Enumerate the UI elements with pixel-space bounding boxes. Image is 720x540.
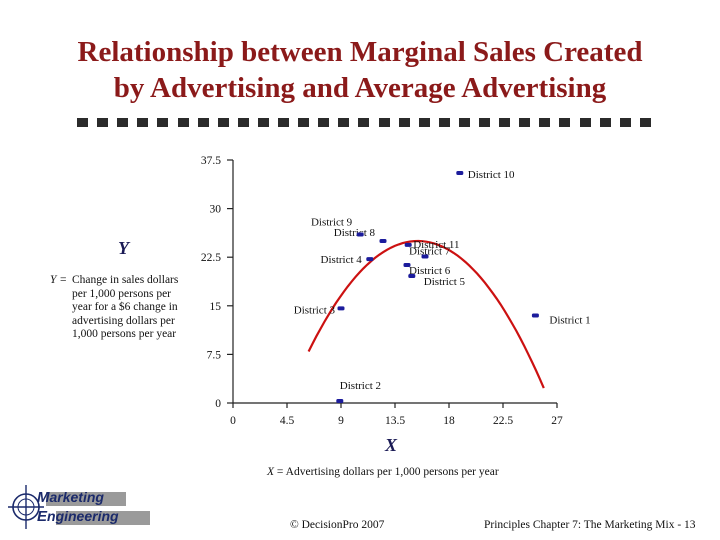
logo-word-marketing: Marketing — [37, 489, 104, 506]
data-point — [356, 232, 364, 237]
x-tick-label: 22.5 — [493, 415, 513, 427]
point-label: District 9 — [311, 217, 353, 229]
title-dash-divider — [77, 118, 652, 128]
data-point — [404, 242, 412, 247]
divider-dash — [519, 118, 531, 127]
divider-dash — [77, 118, 88, 127]
point-label: District 3 — [294, 304, 336, 316]
point-label: District 5 — [424, 276, 466, 288]
footer-text: Principles Chapter 7: The Marketing Mix … — [484, 519, 696, 531]
divider-dash — [298, 118, 310, 127]
y-tick-label: 0 — [215, 398, 221, 410]
divider-dash — [157, 118, 169, 127]
copyright-text: © DecisionPro 2007 — [290, 519, 385, 531]
divider-dash — [197, 118, 209, 127]
slide-title-line1: Relationship between Marginal Sales Crea… — [77, 36, 643, 68]
x-tick-label: 9 — [338, 415, 344, 427]
x-tick-label: 13.5 — [385, 415, 405, 427]
divider-dash — [237, 118, 249, 127]
divider-dash — [378, 118, 390, 127]
fit-curve — [307, 239, 545, 389]
x-equals: = — [276, 466, 284, 478]
x-tick-label: 0 — [230, 415, 236, 427]
y-tick-label: 7.5 — [207, 349, 222, 361]
divider-dash — [479, 118, 490, 127]
marketing-engineering-logo: Marketing Engineering — [6, 483, 156, 533]
divider-dash — [619, 118, 631, 127]
divider-dash — [599, 118, 611, 127]
data-point — [408, 273, 416, 278]
y-axis-letter: Y — [118, 238, 129, 258]
y-tick-label: 30 — [210, 204, 222, 216]
point-label: District 8 — [334, 227, 376, 239]
y-key: Y — [50, 274, 57, 286]
y-tick-label: 22.5 — [201, 252, 221, 264]
x-tick-label: 4.5 — [280, 415, 295, 427]
divider-dash — [117, 118, 129, 127]
point-label: District 11 — [413, 239, 459, 251]
data-point — [379, 239, 387, 243]
point-label: District 2 — [340, 380, 381, 392]
divider-dash — [418, 118, 430, 127]
data-point — [336, 399, 344, 404]
divider-dash — [398, 118, 410, 127]
point-label: District 7 — [409, 246, 451, 258]
y-equals: = — [60, 274, 67, 286]
point-label: District 6 — [409, 265, 451, 277]
divider-dash — [539, 118, 551, 127]
data-point — [403, 262, 411, 267]
divider-dash — [458, 118, 470, 127]
y-tick-label: 37.5 — [201, 155, 221, 167]
x-tick-label: 27 — [551, 415, 563, 427]
divider-dash — [579, 118, 591, 127]
divider-dash — [438, 118, 450, 127]
divider-dash — [338, 118, 350, 127]
divider-dash — [137, 118, 149, 127]
divider-dash — [177, 118, 189, 127]
point-label: District 4 — [321, 254, 363, 266]
point-label: District 10 — [468, 169, 515, 181]
data-point — [531, 313, 539, 318]
divider-dash — [278, 118, 289, 127]
point-label: District 1 — [549, 315, 590, 327]
divider-dash — [217, 118, 229, 127]
data-point — [337, 306, 345, 311]
divider-dash — [97, 118, 109, 127]
logo-word-engineering: Engineering — [37, 508, 119, 525]
divider-dash — [257, 118, 269, 127]
data-point — [421, 254, 429, 259]
x-key: X — [267, 466, 275, 478]
x-axis-letter: X — [385, 435, 398, 455]
divider-dash — [318, 118, 330, 127]
data-point — [456, 170, 464, 175]
x-axis-definition: X = Advertising dollars per 1,000 person… — [267, 466, 499, 478]
slide-title-line2: by Advertising and Average Advertising — [113, 72, 607, 104]
y-tick-label: 15 — [210, 301, 222, 313]
compass-crosshair-icon — [8, 485, 44, 529]
y-description: Change in sales dollars per 1,000 person… — [72, 274, 179, 341]
x-description: Advertising dollars per 1,000 persons pe… — [285, 466, 499, 478]
divider-dash — [559, 118, 571, 127]
data-point — [366, 257, 374, 262]
x-tick-label: 18 — [443, 415, 455, 427]
divider-dash — [358, 118, 370, 127]
divider-dash — [499, 118, 511, 127]
divider-dash — [639, 118, 651, 127]
slide-title: Relationship between Marginal Sales Crea… — [0, 34, 720, 106]
